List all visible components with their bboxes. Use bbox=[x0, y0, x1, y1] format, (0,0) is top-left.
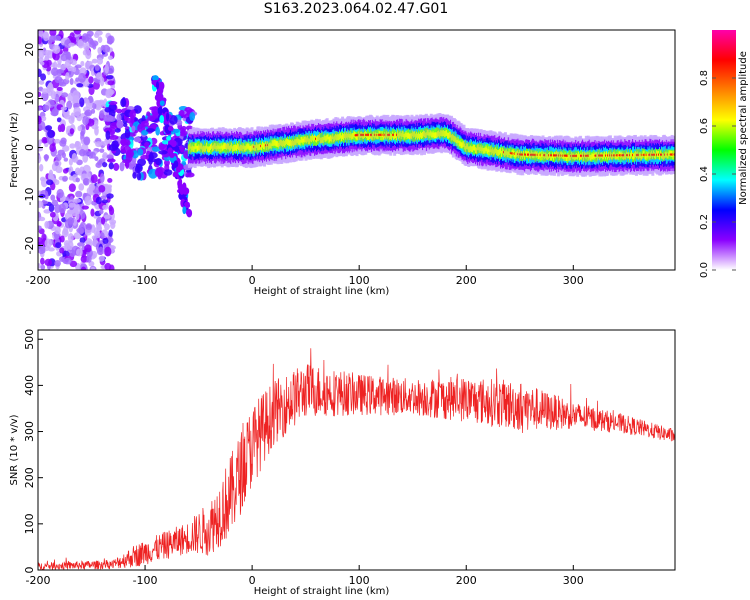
y-tick-label-top-1: 10 bbox=[23, 92, 36, 106]
spectrogram-cells bbox=[38, 30, 675, 270]
y-tick-label-bot-3: 300 bbox=[23, 421, 36, 442]
colorbar-label: Normalized spectral amplitude bbox=[738, 51, 749, 205]
y-tick-label-bot-4: 400 bbox=[23, 375, 36, 396]
x-axis-label-bot: Height of straight line (km) bbox=[254, 586, 390, 597]
colorbar-tick-label-4: 0.8 bbox=[699, 70, 710, 86]
y-tick-label-bot-5: 500 bbox=[23, 329, 36, 350]
x-tick-label-bot-2: 0 bbox=[249, 574, 256, 587]
y-tick-label-top-2: 0 bbox=[23, 144, 36, 151]
x-tick-label-bot-1: -100 bbox=[133, 574, 158, 587]
x-tick-label-top-2: 0 bbox=[249, 274, 256, 287]
x-tick-label-bot-3: 100 bbox=[349, 574, 370, 587]
snr-line bbox=[38, 348, 675, 570]
y-tick-label-bot-1: 100 bbox=[23, 513, 36, 534]
y-axis-label-top: Frequency (Hz) bbox=[9, 112, 20, 188]
snr-panel: -200 -100 0 100 200 300 0 100 200 300 400 500 Height… bbox=[9, 329, 676, 597]
x-tick-label-top-5: 300 bbox=[563, 274, 584, 287]
x-tick-label-bot-4: 200 bbox=[456, 574, 477, 587]
snr-frame bbox=[37, 329, 676, 571]
colorbar-tick-label-1: 0.2 bbox=[699, 214, 710, 230]
colorbar: 0.0 0.2 0.4 0.6 0.8 Normalized spectral ampli… bbox=[699, 30, 749, 278]
colorbar-gradient bbox=[712, 30, 736, 270]
y-tick-label-top-4: -20 bbox=[23, 237, 36, 255]
y-tick-label-bot-2: 200 bbox=[23, 467, 36, 488]
y-tick-label-top-0: 20 bbox=[23, 43, 36, 57]
chart-title: S163.2023.064.02.47.G01 bbox=[263, 1, 449, 17]
x-tick-label-bot-0: -200 bbox=[26, 574, 51, 587]
y-tick-label-bot-0: 0 bbox=[23, 567, 36, 574]
snr-series bbox=[38, 348, 675, 570]
x-tick-label-bot-5: 300 bbox=[563, 574, 584, 587]
x-axis-label-top: Height of straight line (km) bbox=[254, 286, 390, 297]
colorbar-tick-label-0: 0.0 bbox=[699, 262, 710, 278]
x-tick-label-top-1: -100 bbox=[133, 274, 158, 287]
y-axis-label-bot: SNR (10 * v/v) bbox=[9, 414, 20, 485]
x-tick-label-top-0: -200 bbox=[26, 274, 51, 287]
y-tick-label-top-3: -10 bbox=[23, 188, 36, 206]
x-tick-label-top-3: 100 bbox=[349, 274, 370, 287]
colorbar-tick-label-2: 0.4 bbox=[699, 166, 710, 182]
colorbar-tick-label-3: 0.6 bbox=[699, 118, 710, 134]
x-tick-label-top-4: 200 bbox=[456, 274, 477, 287]
spectrogram-frame bbox=[37, 29, 676, 271]
